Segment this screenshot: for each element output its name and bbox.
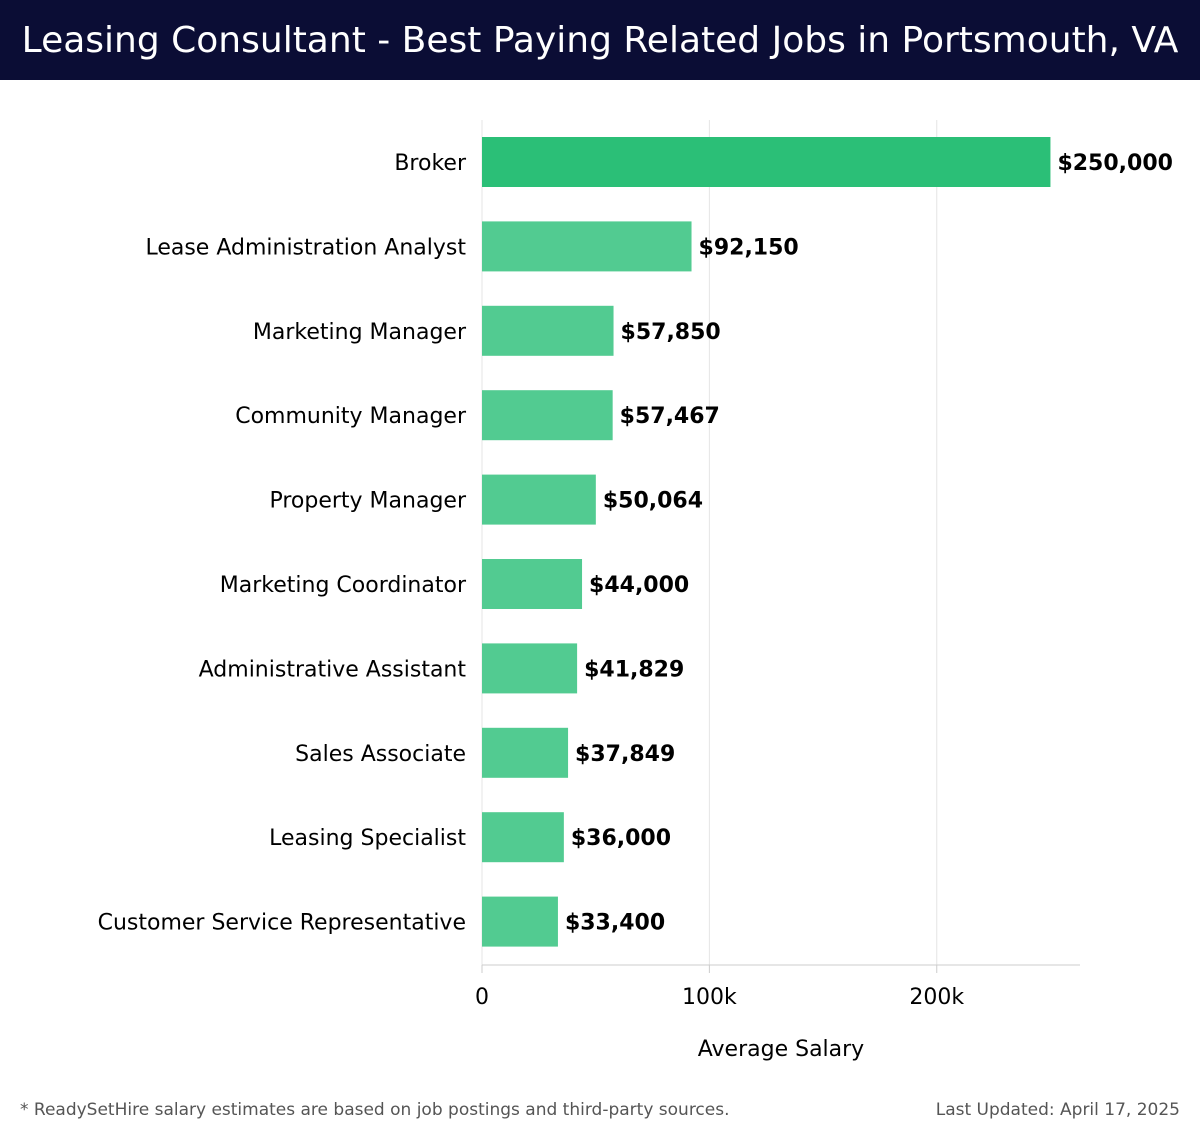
x-tick-label: 200k: [909, 985, 964, 1010]
category-label: Broker: [394, 151, 467, 176]
chart-title: Leasing Consultant - Best Paying Related…: [21, 19, 1179, 61]
bar: [482, 390, 613, 441]
category-label: Marketing Coordinator: [220, 573, 467, 598]
bar: [482, 812, 564, 863]
value-label: $92,150: [699, 235, 799, 260]
category-label: Leasing Specialist: [269, 826, 466, 851]
bar: [482, 474, 596, 525]
x-axis-title: Average Salary: [698, 1037, 864, 1062]
footer-note: * ReadySetHire salary estimates are base…: [20, 1100, 730, 1120]
value-label: $37,849: [575, 742, 675, 767]
value-label: $250,000: [1057, 151, 1173, 176]
value-label: $57,467: [620, 404, 720, 429]
bar: [482, 643, 578, 694]
chart-header: Leasing Consultant - Best Paying Related…: [0, 0, 1200, 80]
value-label: $44,000: [589, 573, 689, 598]
category-label: Sales Associate: [295, 742, 466, 767]
value-label: $57,850: [621, 320, 721, 345]
category-label: Administrative Assistant: [199, 657, 467, 682]
bar: [482, 559, 583, 609]
value-label: $50,064: [603, 489, 703, 514]
category-label: Customer Service Representative: [98, 911, 466, 936]
last-updated: Last Updated: April 17, 2025: [935, 1100, 1180, 1120]
bar: [482, 727, 569, 778]
bar: [482, 305, 614, 356]
category-label: Lease Administration Analyst: [145, 235, 466, 260]
x-tick-label: 0: [475, 985, 489, 1010]
bar: [482, 221, 692, 272]
value-label: $41,829: [584, 657, 684, 682]
value-label: $33,400: [565, 911, 665, 936]
category-label: Community Manager: [235, 404, 467, 429]
category-label: Property Manager: [269, 489, 466, 514]
category-label: Marketing Manager: [253, 320, 467, 345]
value-label: $36,000: [571, 826, 671, 851]
bar: [482, 896, 558, 947]
x-tick-label: 100k: [682, 985, 737, 1010]
bar: [482, 137, 1051, 187]
